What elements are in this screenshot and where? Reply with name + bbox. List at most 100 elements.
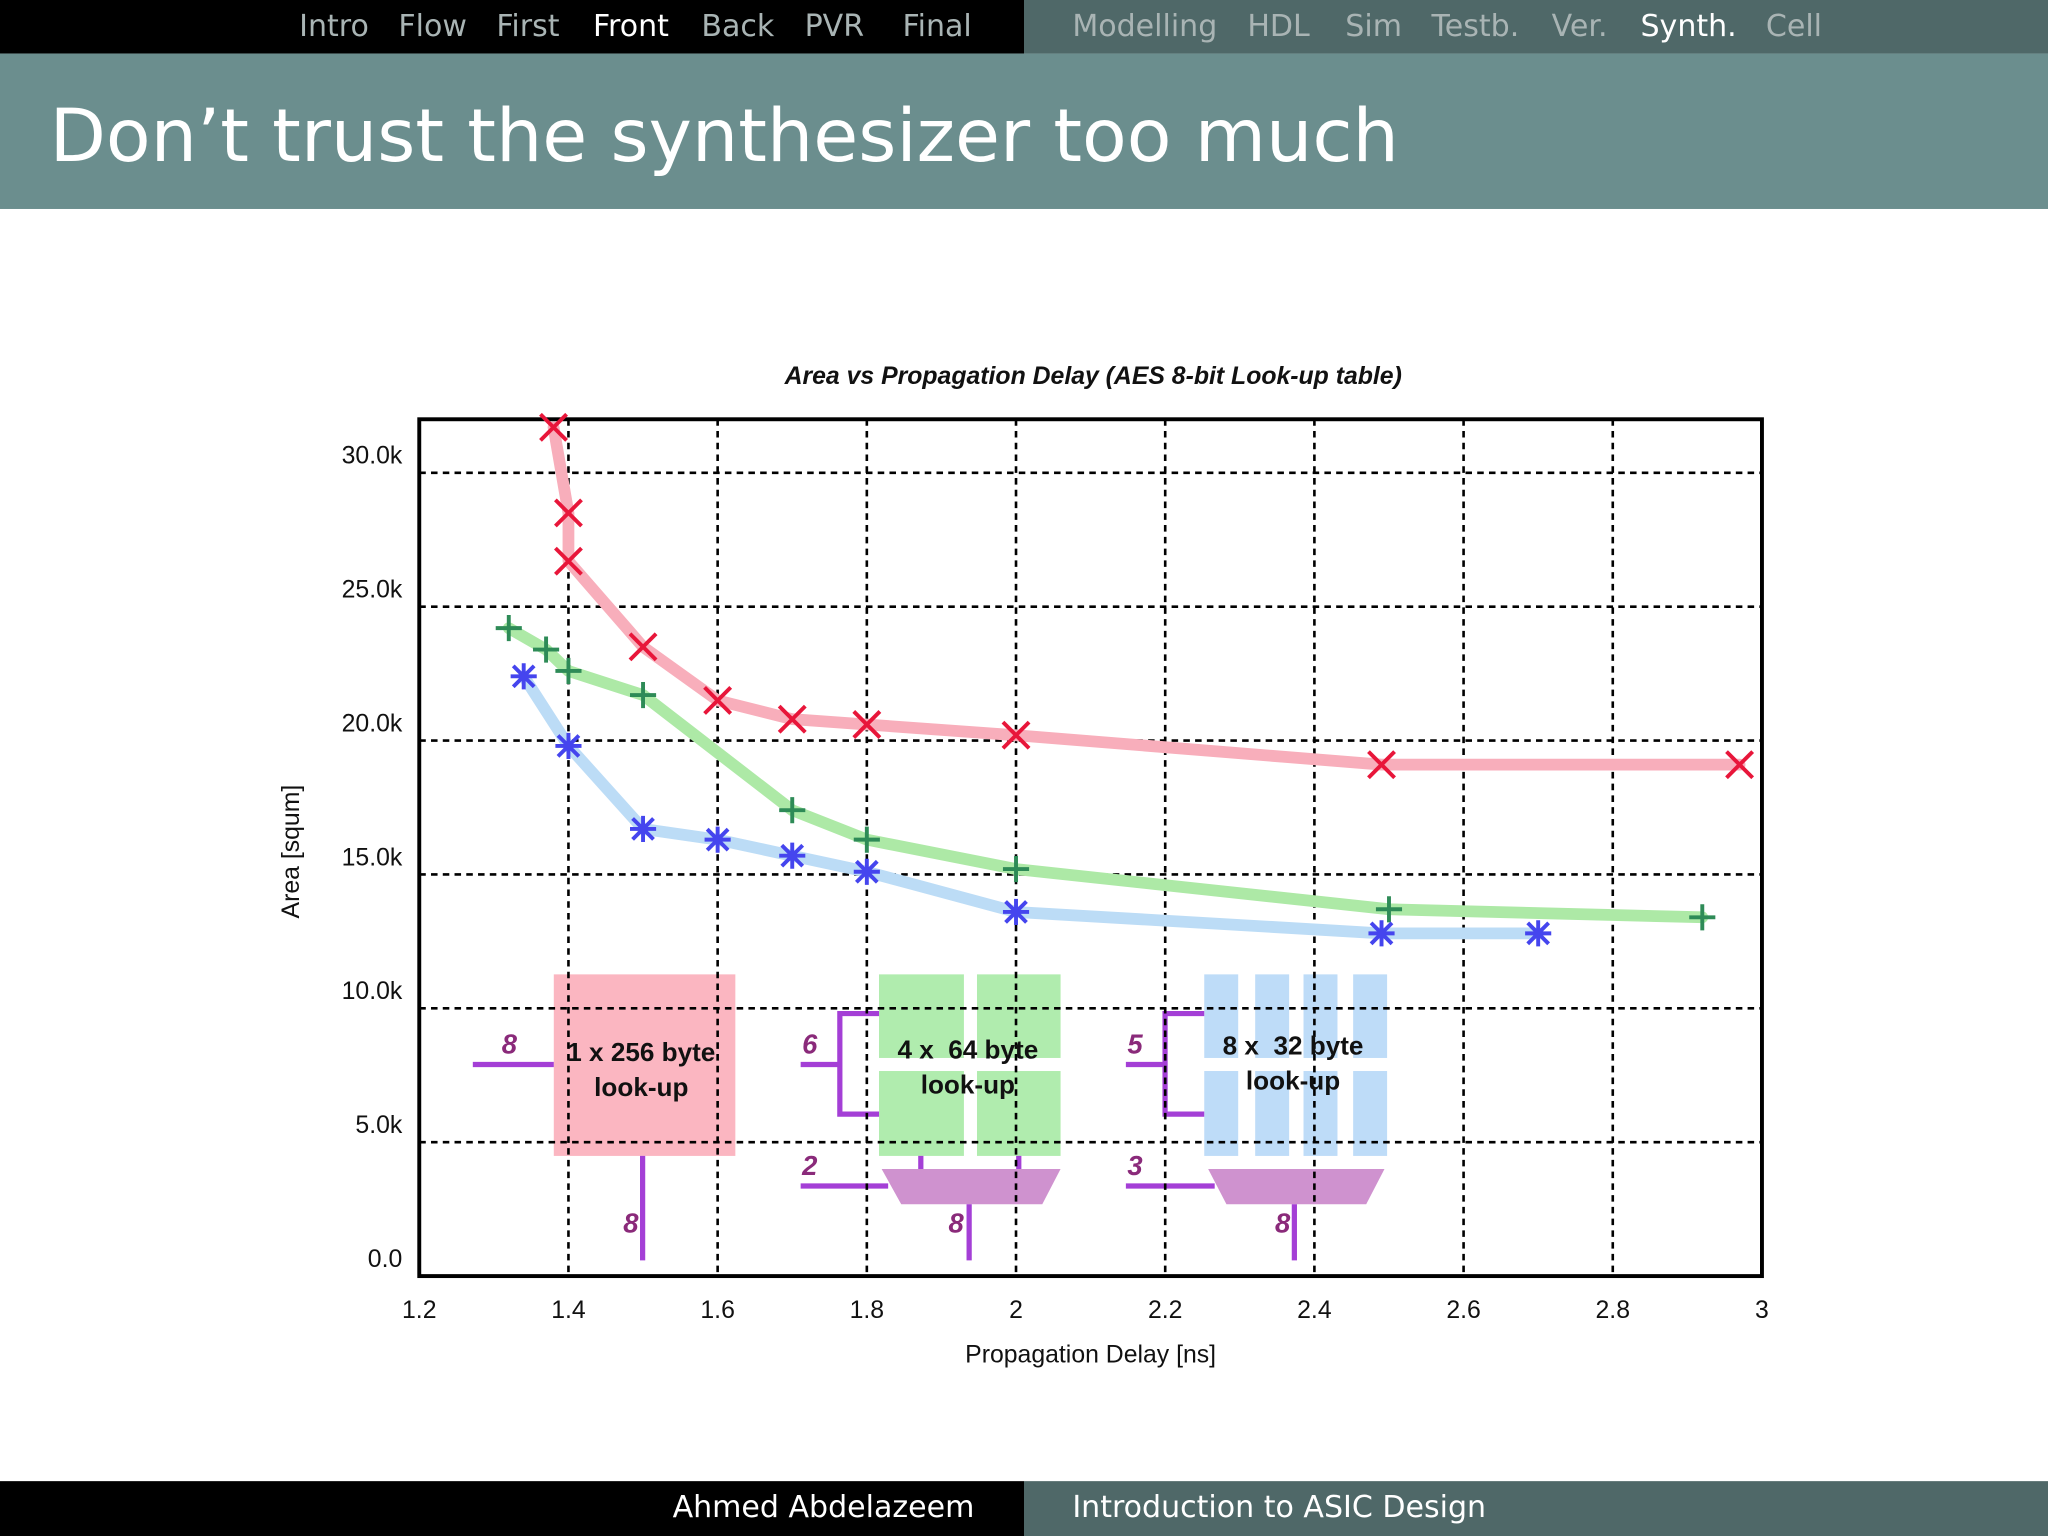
x-tick-label: 2.6	[1446, 1297, 1480, 1324]
nav-item: Intro	[299, 9, 369, 44]
lut-block	[1353, 1071, 1388, 1156]
nav-item: HDL	[1247, 9, 1310, 44]
annotation: 1 x 256 byte	[567, 1037, 715, 1067]
y-tick-label: 10.0k	[342, 978, 403, 1005]
data-point	[1367, 750, 1396, 780]
annotation: 8	[502, 1028, 518, 1059]
nav-item: PVR	[805, 9, 865, 44]
y-tick-label: 15.0k	[342, 844, 403, 871]
data-point	[554, 498, 583, 528]
mux	[1208, 1168, 1385, 1205]
annotation: 8 x 32 byte	[1223, 1030, 1364, 1060]
data-point	[510, 663, 537, 690]
annotation: look-up	[1246, 1066, 1340, 1096]
data-point	[1375, 896, 1403, 923]
y-tick-label: 25.0k	[342, 577, 403, 604]
data-point	[495, 615, 522, 642]
nav-item: Front	[593, 9, 669, 44]
lut-block	[976, 974, 1061, 1058]
nav-item: Synth.	[1640, 9, 1736, 44]
data-point	[628, 632, 658, 662]
footer-left	[0, 1481, 1024, 1536]
footer-author: Ahmed Abdelazeem	[673, 1490, 975, 1525]
annotation: 8	[1275, 1207, 1291, 1238]
lut-block	[879, 974, 964, 1058]
data-point	[1689, 904, 1716, 931]
x-tick-label: 2.4	[1297, 1297, 1332, 1324]
nav-bar-left	[0, 0, 1024, 54]
data-point	[533, 636, 560, 663]
y-axis-label: Area [squm]	[278, 785, 305, 919]
data-point	[554, 546, 583, 576]
y-tick-label: 20.0k	[342, 710, 403, 737]
annotation: 2	[801, 1150, 817, 1181]
annotation: 8	[948, 1207, 964, 1238]
lut-block	[1255, 974, 1290, 1058]
x-tick-label: 1.2	[402, 1297, 436, 1324]
annotation: 8	[623, 1207, 639, 1238]
nav-item: Flow	[398, 9, 467, 44]
data-point	[703, 685, 733, 715]
x-tick-label: 2.2	[1148, 1297, 1182, 1324]
data-point	[777, 704, 807, 734]
nav-bar-right	[1024, 0, 2048, 54]
title-band	[0, 53, 2048, 209]
nav-item: Ver.	[1552, 9, 1608, 44]
footer-right	[1024, 1481, 2048, 1536]
data-point	[555, 732, 582, 759]
annotation: look-up	[921, 1070, 1015, 1100]
plot-frame	[417, 417, 1764, 1279]
lut-block	[1303, 1071, 1338, 1156]
annotation: 5	[1127, 1028, 1143, 1059]
data-point	[539, 412, 568, 442]
mux	[881, 1168, 1061, 1205]
wire	[472, 1061, 646, 1261]
y-tick-label: 5.0k	[355, 1112, 402, 1139]
nav-item: First	[496, 9, 559, 44]
data-point	[1725, 750, 1755, 780]
wire	[800, 1010, 1022, 1261]
data-point	[853, 858, 880, 885]
data-point	[1525, 920, 1552, 947]
nav-item: Testb.	[1431, 9, 1520, 44]
lut-block	[1353, 974, 1388, 1058]
annotation: 3	[1127, 1150, 1142, 1181]
data-point	[779, 797, 806, 824]
data-point	[1368, 920, 1395, 947]
x-tick-label: 3	[1755, 1297, 1769, 1324]
series-line	[502, 622, 1709, 924]
annotation: 4 x 64 byte	[897, 1034, 1038, 1064]
data-point	[852, 710, 882, 739]
series-line	[547, 421, 1746, 771]
chart-title: Area vs Propagation Delay (AES 8-bit Loo…	[784, 363, 1402, 390]
x-tick-label: 1.4	[551, 1297, 586, 1324]
data-point	[704, 826, 731, 853]
data-point	[1002, 898, 1030, 925]
nav-item: Back	[701, 9, 775, 44]
data-point	[779, 842, 806, 869]
nav-item: Sim	[1345, 9, 1402, 44]
slide-title: Don’t trust the synthesizer too much	[50, 94, 1399, 179]
x-axis-label: Propagation Delay [ns]	[965, 1341, 1216, 1368]
inset-diagrams	[472, 974, 1388, 1261]
nav-item: Cell	[1766, 9, 1822, 44]
data-point	[629, 681, 657, 709]
data-point	[853, 826, 880, 853]
lut-block	[553, 974, 736, 1156]
y-tick-label: 0.0	[368, 1246, 402, 1273]
x-tick-label: 1.8	[850, 1297, 884, 1324]
x-tick-label: 2.8	[1596, 1297, 1630, 1324]
data-point	[1002, 856, 1030, 883]
annotation: 6	[802, 1028, 818, 1059]
lut-block	[1303, 974, 1338, 1058]
data-point	[555, 657, 582, 685]
nav-item: Final	[903, 9, 972, 44]
data-point	[1001, 720, 1031, 750]
y-tick-label: 30.0k	[342, 443, 403, 470]
annotation: look-up	[594, 1072, 688, 1102]
x-tick-label: 1.6	[700, 1297, 734, 1324]
wire	[1125, 1010, 1297, 1261]
lut-block	[1204, 974, 1239, 1058]
